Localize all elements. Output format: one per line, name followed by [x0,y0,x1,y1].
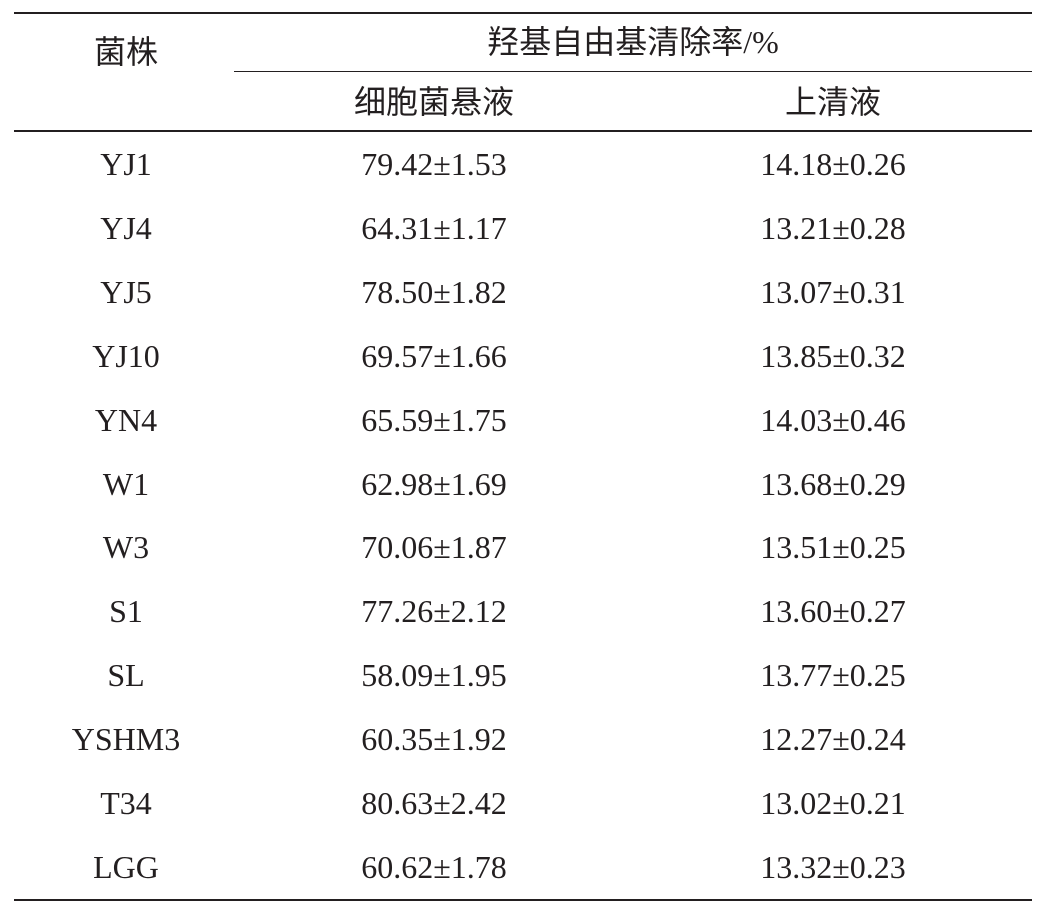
cell-cell-suspension: 58.09±1.95 [361,657,507,693]
cell-strain: SL [107,657,145,693]
cell-supernatant: 13.07±0.31 [760,274,906,310]
cell-cell-suspension: 60.35±1.92 [361,721,507,757]
table-top-rule [14,12,1032,14]
cell-cell-suspension: 80.63±2.42 [361,785,507,821]
header-supernatant: 上清液 [784,84,881,120]
cell-supernatant: 14.03±0.46 [760,402,906,438]
cell-cell-suspension: 60.62±1.78 [361,849,507,885]
cell-strain: YSHM3 [71,721,181,757]
cell-supernatant: 13.68±0.29 [760,466,906,502]
cell-supernatant: 13.21±0.28 [760,210,906,246]
cell-cell-suspension: 69.57±1.66 [361,338,507,374]
cell-strain: W3 [102,529,150,565]
header-strain: 菌株 [93,34,158,70]
cell-strain: YJ1 [100,146,152,182]
cell-strain: T34 [100,785,152,821]
cell-strain: YJ4 [100,210,152,246]
cell-cell-suspension: 78.50±1.82 [361,274,507,310]
cell-supernatant: 14.18±0.26 [760,146,906,182]
cell-supernatant: 13.60±0.27 [760,593,906,629]
cell-strain: YN4 [94,402,158,438]
cell-supernatant: 13.77±0.25 [760,657,906,693]
table-bottom-rule [14,899,1032,901]
cell-supernatant: 13.85±0.32 [760,338,906,374]
cell-strain: S1 [109,593,143,629]
cell-cell-suspension: 77.26±2.12 [361,593,507,629]
cell-cell-suspension: 70.06±1.87 [361,529,507,565]
cell-strain: W1 [102,466,150,502]
cell-cell-suspension: 79.42±1.53 [361,146,507,182]
cell-supernatant: 13.51±0.25 [760,529,906,565]
cell-strain: YJ10 [92,338,160,374]
cell-supernatant: 13.02±0.21 [760,785,906,821]
cell-strain: LGG [93,849,159,885]
cell-cell-suspension: 65.59±1.75 [361,402,507,438]
header-group-scavenging-rate: 羟基自由基清除率/% [487,24,779,60]
header-bottom-rule [14,130,1032,132]
cell-strain: YJ5 [100,274,152,310]
header-cell-suspension: 细胞菌悬液 [353,84,514,120]
cell-supernatant: 13.32±0.23 [760,849,906,885]
cell-supernatant: 12.27±0.24 [760,721,906,757]
cell-cell-suspension: 62.98±1.69 [361,466,507,502]
cell-cell-suspension: 64.31±1.17 [361,210,507,246]
group-header-rule [234,71,1032,72]
